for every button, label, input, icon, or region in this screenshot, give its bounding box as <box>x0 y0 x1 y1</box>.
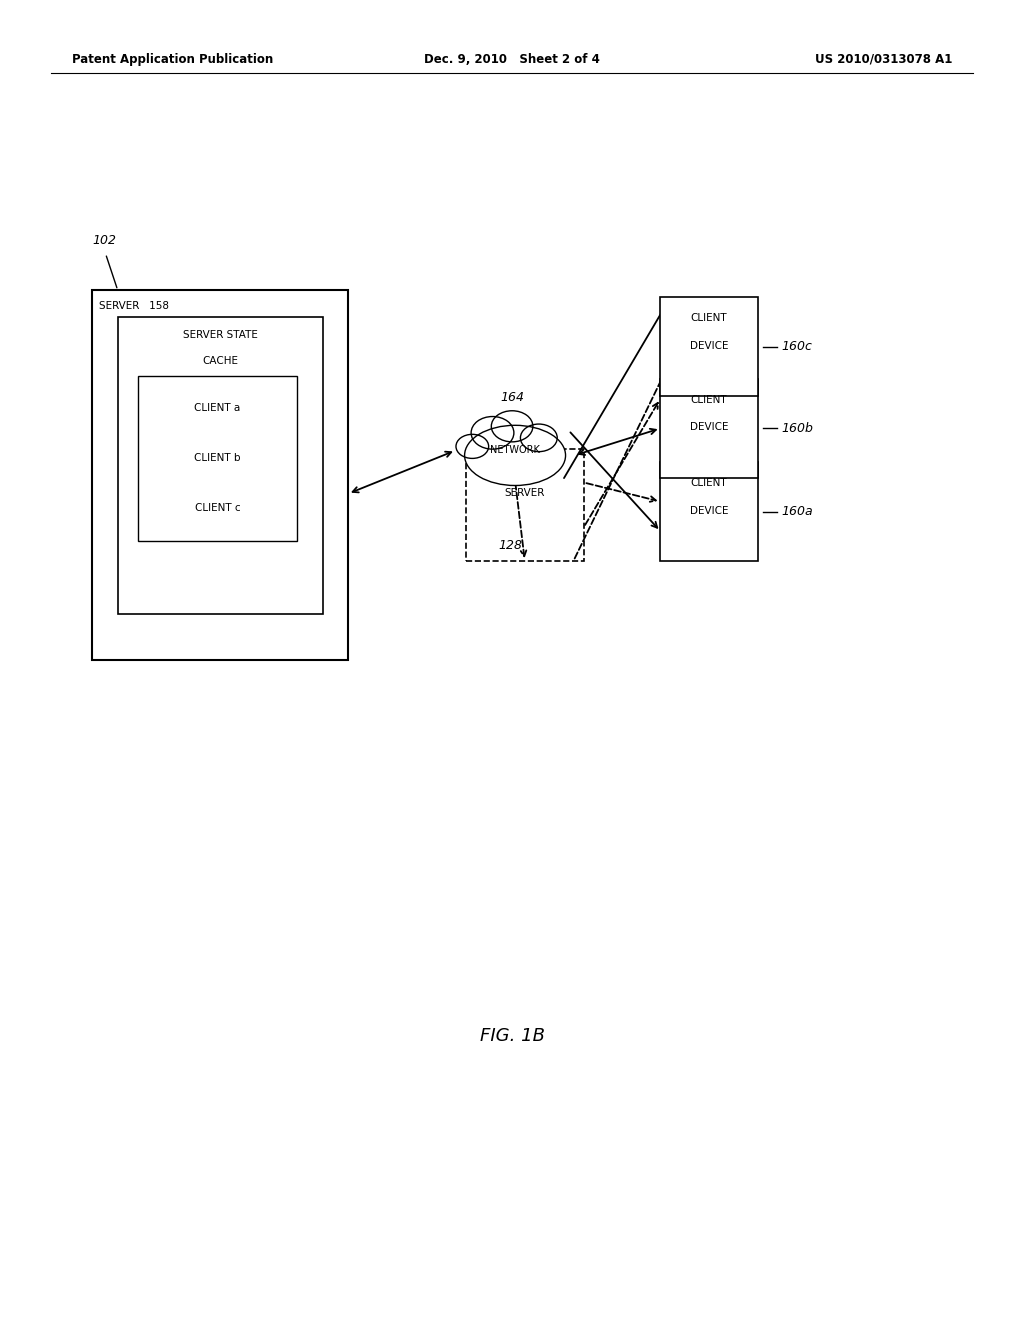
Text: SERVER   158: SERVER 158 <box>99 301 169 312</box>
Text: CLIENT a: CLIENT a <box>195 403 241 413</box>
Text: CACHE: CACHE <box>202 356 239 367</box>
Text: 162: 162 <box>251 399 274 412</box>
Text: Dec. 9, 2010   Sheet 2 of 4: Dec. 9, 2010 Sheet 2 of 4 <box>424 53 600 66</box>
Bar <box>92 290 348 660</box>
Bar <box>660 297 758 396</box>
Bar <box>660 379 758 478</box>
Ellipse shape <box>520 424 557 451</box>
Text: DEVICE: DEVICE <box>690 341 728 351</box>
Text: 102: 102 <box>92 234 116 247</box>
Text: 160b: 160b <box>781 422 813 434</box>
Bar <box>118 317 323 614</box>
Bar <box>466 449 584 561</box>
Text: SERVER: SERVER <box>505 488 545 499</box>
Text: FIG. 1B: FIG. 1B <box>479 1027 545 1045</box>
Text: CLIENT: CLIENT <box>691 313 727 323</box>
Text: DEVICE: DEVICE <box>690 422 728 433</box>
Bar <box>660 462 758 561</box>
Text: CLIENT b: CLIENT b <box>195 453 241 463</box>
Text: DEVICE: DEVICE <box>690 506 728 516</box>
Text: CLIENT: CLIENT <box>691 478 727 488</box>
Text: PUB/SUB: PUB/SUB <box>502 462 548 473</box>
Text: CLIENT: CLIENT <box>691 395 727 405</box>
Text: NETWORK: NETWORK <box>490 445 540 455</box>
Text: 160c: 160c <box>781 341 812 352</box>
Text: CLIENT c: CLIENT c <box>195 503 241 513</box>
Bar <box>138 376 297 541</box>
Text: US 2010/0313078 A1: US 2010/0313078 A1 <box>815 53 952 66</box>
Ellipse shape <box>492 411 532 442</box>
Text: 160a: 160a <box>781 506 813 517</box>
Text: SERVER STATE: SERVER STATE <box>182 330 258 341</box>
Ellipse shape <box>465 425 565 486</box>
Text: 128: 128 <box>498 539 522 552</box>
Text: Patent Application Publication: Patent Application Publication <box>72 53 273 66</box>
Ellipse shape <box>456 434 488 458</box>
Ellipse shape <box>471 417 514 449</box>
Text: 164: 164 <box>501 391 524 404</box>
